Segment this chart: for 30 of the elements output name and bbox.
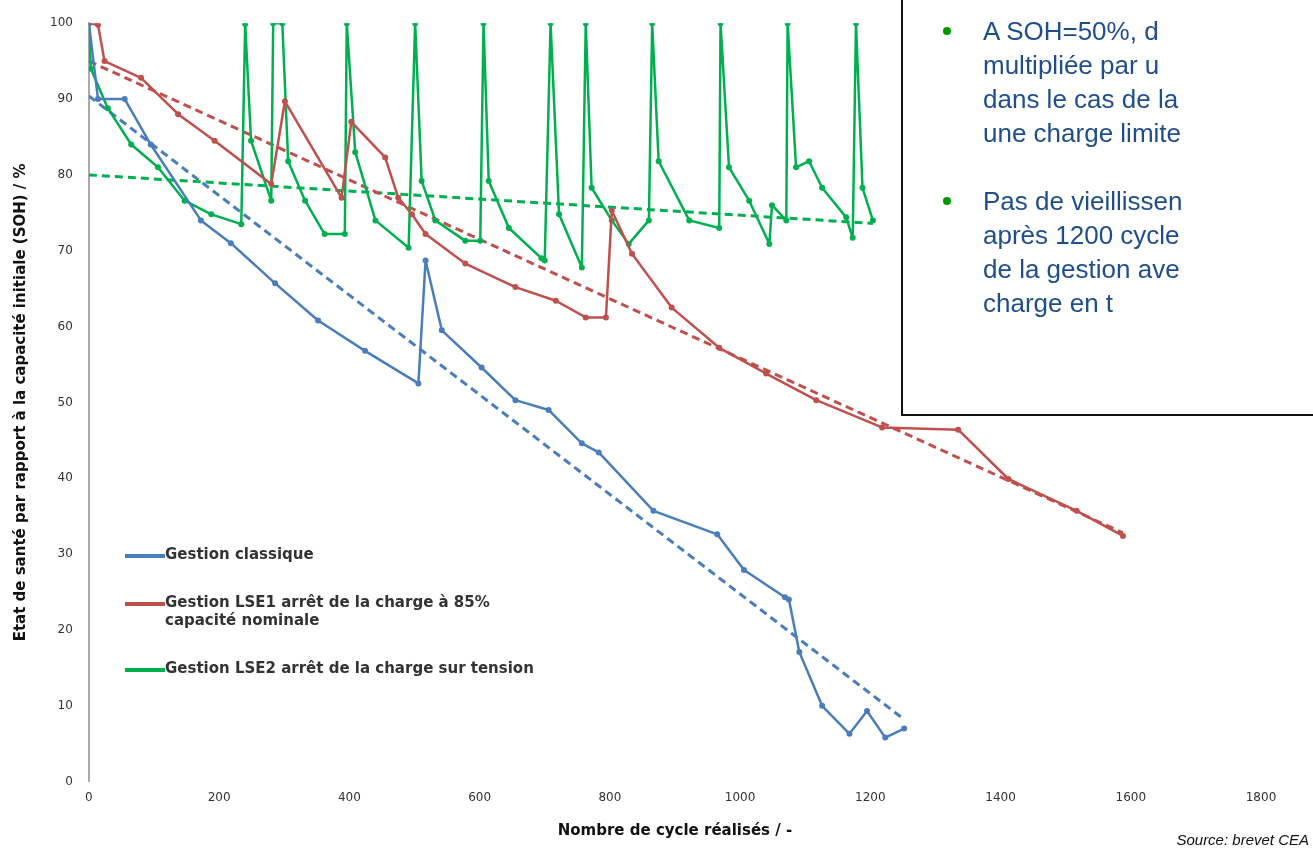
x-tick-label: 600	[468, 789, 492, 804]
y-tick-label: 10	[57, 697, 73, 712]
x-tick-label: 200	[207, 789, 231, 804]
x-axis-title: Nombre de cycle réalisés / -	[557, 820, 793, 839]
y-tick-label: 60	[57, 318, 73, 333]
source-note: Source: brevet CEA	[1176, 831, 1309, 848]
x-tick-label: 1600	[1115, 789, 1147, 804]
y-tick-label: 0	[65, 773, 73, 788]
y-tick-label: 30	[57, 546, 73, 561]
y-tick-label: 80	[57, 167, 73, 182]
y-tick-label: 20	[57, 622, 73, 637]
x-tick-label: 1200	[855, 789, 886, 804]
y-tick-label: 90	[57, 91, 73, 106]
y-axis-title: Etat de santé par rapport à la capacité initiale (SOH) / %	[10, 163, 29, 642]
legend-label: Gestion classique	[165, 545, 314, 563]
legend-label: Gestion LSE1 arrêt de la charge à 85% capacité nominale	[165, 593, 491, 629]
legend-label: Gestion LSE2 arrêt de la charge sur tension	[165, 659, 534, 677]
x-tick-label: 1000	[724, 789, 756, 804]
x-tick-label: 800	[598, 789, 622, 804]
x-tick-label: 400	[337, 789, 361, 804]
y-tick-label: 100	[50, 15, 73, 30]
annotation: Pas de vieillissen après 1200 cycle de la gestion ave charge en t	[983, 186, 1183, 318]
callout-box: A SOH=50%, d multipliée par u dans le cas de la une charge limite Pas de vieillissen après 1200 cycle de la gestion ave charge en t	[901, 0, 1313, 416]
x-tick-label: 1400	[985, 789, 1016, 804]
annotation: A SOH=50%, d multipliée par u dans le cas de la une charge limite	[983, 16, 1181, 148]
y-tick-label: 40	[57, 470, 73, 485]
x-tick-label: 0	[85, 789, 93, 804]
y-tick-label: 50	[57, 394, 73, 409]
y-tick-label: 70	[57, 242, 73, 257]
x-tick-label: 1800	[1245, 789, 1277, 804]
